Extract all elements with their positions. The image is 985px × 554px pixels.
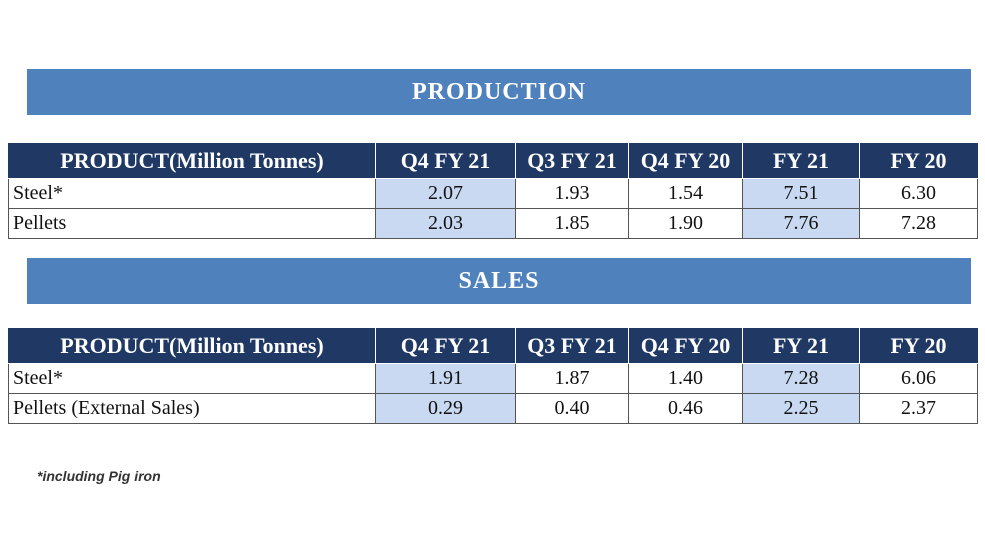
table-row: Steel* 1.91 1.87 1.40 7.28 6.06 [8,363,978,394]
column-header-q4-fy21: Q4 FY 21 [375,143,516,179]
column-header-q4-fy20: Q4 FY 20 [628,328,743,364]
table-header-row: PRODUCT(Million Tonnes) Q4 FY 21 Q3 FY 2… [8,328,978,364]
value-cell: 1.90 [628,208,743,239]
value-cell: 0.29 [375,393,516,424]
production-banner: PRODUCTION [27,69,971,115]
column-header-q4-fy21: Q4 FY 21 [375,328,516,364]
sales-table: PRODUCT(Million Tonnes) Q4 FY 21 Q3 FY 2… [8,328,978,424]
value-cell: 2.25 [742,393,860,424]
value-cell: 2.37 [859,393,978,424]
value-cell: 7.76 [742,208,860,239]
column-header-q3-fy21: Q3 FY 21 [515,143,629,179]
production-table: PRODUCT(Million Tonnes) Q4 FY 21 Q3 FY 2… [8,143,978,239]
column-header-product: PRODUCT(Million Tonnes) [8,143,376,179]
value-cell: 1.85 [515,208,629,239]
value-cell: 6.30 [859,178,978,209]
column-header-q3-fy21: Q3 FY 21 [515,328,629,364]
value-cell: 0.46 [628,393,743,424]
value-cell: 1.87 [515,363,629,394]
value-cell: 1.91 [375,363,516,394]
footnote: *including Pig iron [37,468,161,484]
column-header-product: PRODUCT(Million Tonnes) [8,328,376,364]
product-cell: Steel* [8,178,376,209]
table-row: Pellets 2.03 1.85 1.90 7.76 7.28 [8,208,978,239]
value-cell: 1.93 [515,178,629,209]
production-title: PRODUCTION [411,78,586,105]
sales-banner: SALES [27,258,971,304]
column-header-fy21: FY 21 [742,143,860,179]
table-row: Pellets (External Sales) 0.29 0.40 0.46 … [8,393,978,424]
product-cell: Steel* [8,363,376,394]
value-cell: 7.51 [742,178,860,209]
value-cell: 1.54 [628,178,743,209]
column-header-fy20: FY 20 [859,328,978,364]
column-header-fy21: FY 21 [742,328,860,364]
value-cell: 2.07 [375,178,516,209]
column-header-q4-fy20: Q4 FY 20 [628,143,743,179]
column-header-fy20: FY 20 [859,143,978,179]
value-cell: 7.28 [859,208,978,239]
value-cell: 6.06 [859,363,978,394]
sales-title: SALES [458,267,540,294]
value-cell: 2.03 [375,208,516,239]
value-cell: 1.40 [628,363,743,394]
table-row: Steel* 2.07 1.93 1.54 7.51 6.30 [8,178,978,209]
product-cell: Pellets [8,208,376,239]
value-cell: 7.28 [742,363,860,394]
table-header-row: PRODUCT(Million Tonnes) Q4 FY 21 Q3 FY 2… [8,143,978,179]
product-cell: Pellets (External Sales) [8,393,376,424]
value-cell: 0.40 [515,393,629,424]
